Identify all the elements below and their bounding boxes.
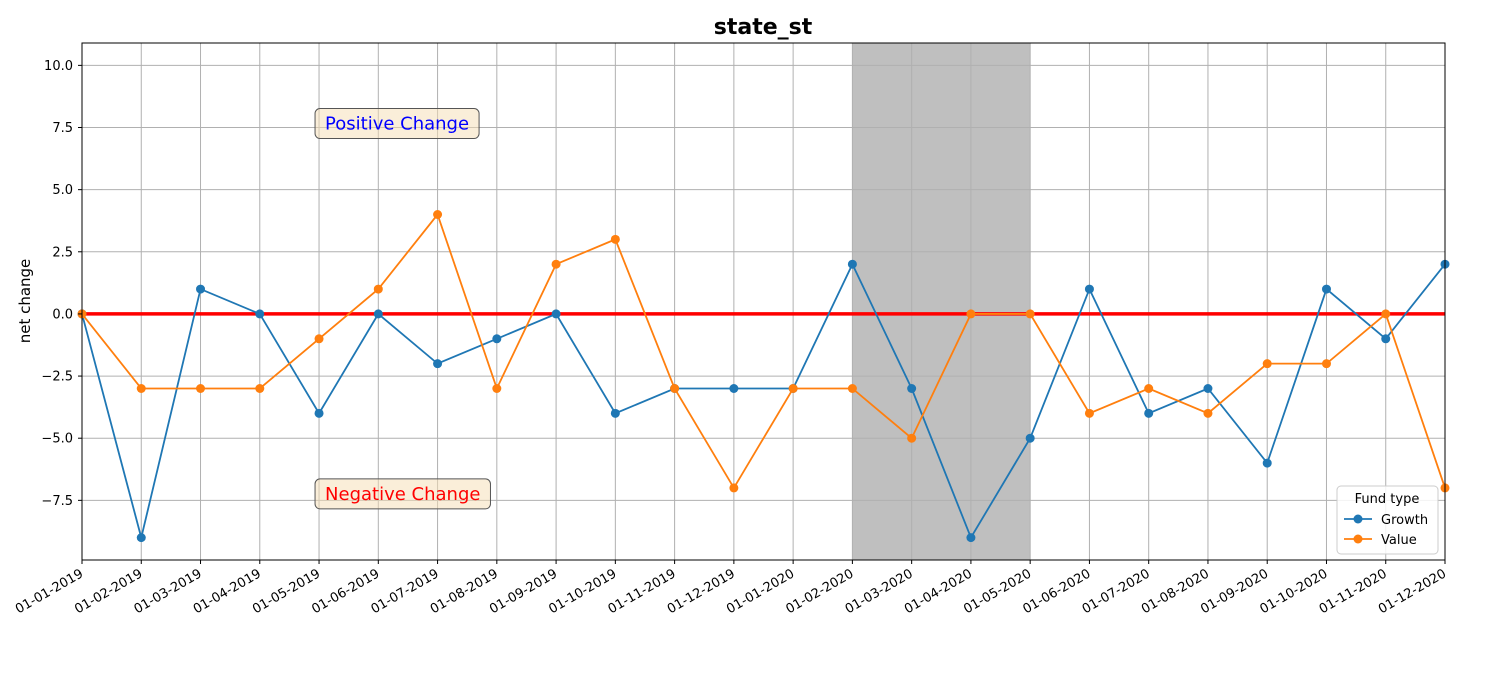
data-point-growth: [255, 309, 265, 319]
y-axis-label: net change: [16, 259, 34, 344]
y-tick-label: −7.5: [41, 494, 73, 509]
data-point-value: [729, 483, 739, 493]
data-point-growth: [1321, 284, 1331, 294]
data-point-growth: [1203, 383, 1213, 393]
data-point-growth: [1262, 458, 1272, 468]
data-point-value: [1203, 408, 1213, 418]
data-point-growth: [136, 533, 146, 543]
y-tick-label: 10.0: [44, 59, 73, 74]
data-point-value: [788, 383, 798, 393]
data-point-value: [847, 383, 857, 393]
data-point-value: [966, 309, 976, 319]
data-point-value: [433, 210, 443, 220]
data-point-growth: [966, 533, 976, 543]
series-value: [77, 210, 1450, 493]
y-tick-label: 5.0: [52, 183, 73, 198]
legend-label-value: Value: [1381, 533, 1417, 548]
data-point-growth: [551, 309, 561, 319]
legend-title: Fund type: [1355, 492, 1420, 507]
legend-label-growth: Growth: [1381, 513, 1428, 528]
data-point-value: [314, 334, 324, 344]
data-point-value: [1381, 309, 1391, 319]
data-point-growth: [1084, 284, 1094, 294]
data-point-value: [373, 284, 383, 294]
data-point-value: [136, 383, 146, 393]
data-point-value: [1262, 359, 1272, 369]
chart-title: state_st: [714, 15, 813, 40]
data-point-value: [1321, 359, 1331, 369]
y-tick-label: −2.5: [41, 370, 73, 385]
data-point-growth: [729, 383, 739, 393]
data-point-growth: [1025, 433, 1035, 443]
annotation: Positive Change: [314, 108, 480, 140]
data-point-growth: [847, 259, 857, 269]
legend-box: [1336, 485, 1439, 555]
annotation-box: [314, 108, 480, 140]
data-point-growth: [492, 334, 502, 344]
data-point-growth: [373, 309, 383, 319]
data-point-value: [196, 383, 206, 393]
data-point-value: [492, 383, 502, 393]
annotation-text: Negative Change: [325, 484, 480, 505]
data-point-growth: [1144, 408, 1154, 418]
legend-marker-growth: [1353, 514, 1363, 524]
y-tick-label: 0.0: [52, 307, 73, 322]
data-point-value: [1084, 408, 1094, 418]
shaded-region: [852, 43, 1031, 560]
data-point-value: [1025, 309, 1035, 319]
data-point-value: [610, 234, 620, 244]
annotation-text: Positive Change: [325, 114, 469, 135]
plot-frame: [81, 42, 1446, 561]
series-growth: [77, 259, 1450, 543]
x-tick-label: 01-12-2020: [1376, 566, 1449, 617]
data-point-value: [551, 259, 561, 269]
y-tick-label: 7.5: [52, 121, 73, 136]
data-point-growth: [610, 408, 620, 418]
series-line-value: [81, 212, 1446, 490]
legend: Fund type Growth Value: [1336, 485, 1439, 555]
y-tick-label: −5.0: [41, 432, 73, 447]
data-point-growth: [433, 359, 443, 369]
series-line-growth: [81, 262, 1446, 540]
data-point-value: [1144, 383, 1154, 393]
data-point-growth: [196, 284, 206, 294]
data-point-growth: [314, 408, 324, 418]
data-point-value: [255, 383, 265, 393]
data-point-value: [907, 433, 917, 443]
data-point-value: [670, 383, 680, 393]
data-point-growth: [907, 383, 917, 393]
y-tick-label: 2.5: [52, 245, 73, 260]
annotation: Negative Change: [314, 478, 491, 510]
data-point-growth: [1381, 334, 1391, 344]
annotation-box: [314, 478, 491, 510]
legend-marker-value: [1353, 534, 1363, 544]
